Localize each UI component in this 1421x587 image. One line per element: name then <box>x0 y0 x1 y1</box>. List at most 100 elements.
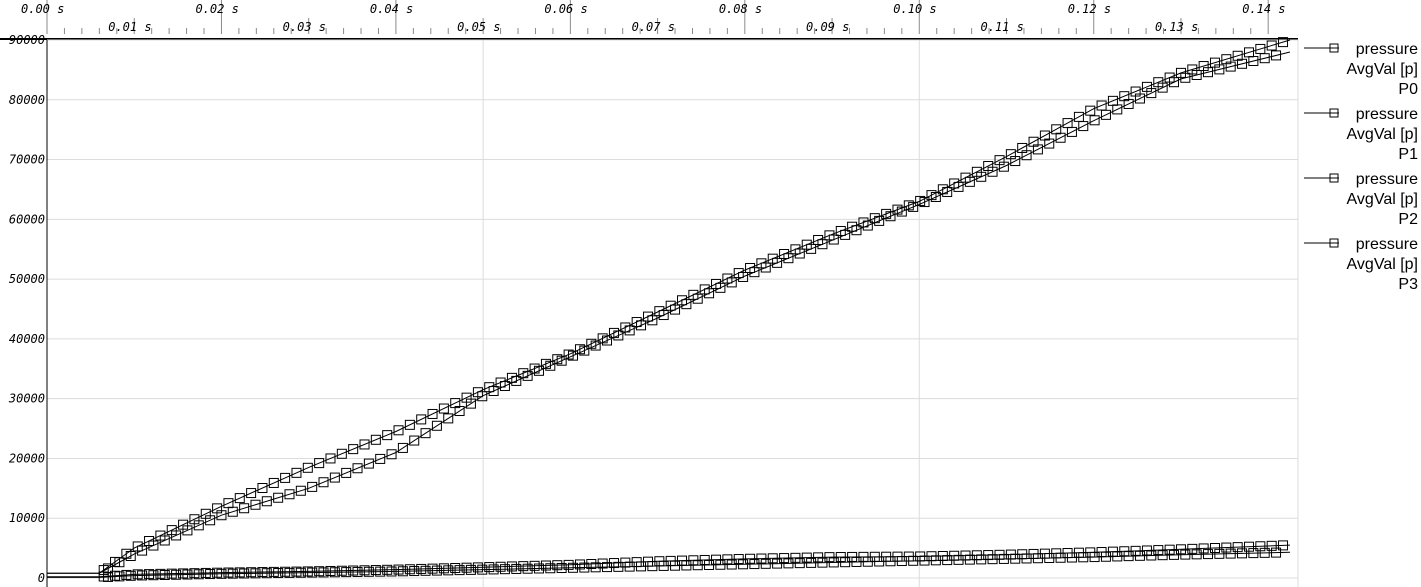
data-point-marker <box>280 472 291 483</box>
data-point-marker <box>1157 550 1168 561</box>
data-point-marker <box>397 566 408 577</box>
data-point-marker <box>908 555 919 566</box>
data-point-marker <box>382 430 393 441</box>
data-point-marker <box>1271 50 1282 61</box>
data-point-marker <box>1237 548 1248 559</box>
data-point-marker <box>681 299 692 310</box>
data-point-marker <box>1021 553 1032 564</box>
data-point-marker <box>227 506 238 517</box>
data-point-marker <box>624 561 635 572</box>
data-point-marker <box>1010 156 1021 167</box>
data-point-marker <box>749 559 760 570</box>
x-tick-label: 0.12 s <box>1068 2 1111 16</box>
x-tick-label: 0.08 s <box>719 2 762 16</box>
data-point-marker <box>1248 548 1259 559</box>
data-point-marker <box>1191 549 1202 560</box>
y-tick-label: 0 <box>38 571 45 585</box>
data-point-marker <box>533 365 544 376</box>
data-point-marker <box>760 558 771 569</box>
data-point-marker <box>862 220 873 231</box>
data-point-marker <box>314 458 325 469</box>
data-point-marker <box>454 406 465 417</box>
data-point-marker <box>352 566 363 577</box>
data-point-marker <box>182 525 193 536</box>
data-point-marker <box>386 449 397 460</box>
legend-label: pressure <box>1356 236 1418 253</box>
data-point-marker <box>964 176 975 187</box>
data-point-marker <box>499 380 510 391</box>
data-point-marker <box>783 253 794 264</box>
data-point-marker <box>1214 548 1225 559</box>
legend-marker-swatch <box>1329 108 1339 118</box>
y-tick-label: 80000 <box>9 93 45 107</box>
x-tick-label: 0.14 s <box>1242 2 1285 16</box>
data-point-marker <box>840 229 851 240</box>
data-point-marker <box>1225 548 1236 559</box>
data-point-marker <box>885 211 896 222</box>
data-point-marker <box>318 567 329 578</box>
data-point-marker <box>874 215 885 226</box>
data-point-marker <box>420 428 431 439</box>
data-point-marker <box>896 556 907 567</box>
data-point-marker <box>1123 98 1134 109</box>
data-point-marker <box>307 481 318 492</box>
data-point-marker <box>726 277 737 288</box>
data-point-marker <box>806 557 817 568</box>
data-point-marker <box>590 562 601 573</box>
data-point-marker <box>1278 37 1289 48</box>
data-point-marker <box>987 554 998 565</box>
data-point-marker <box>874 556 885 567</box>
data-point-marker <box>114 557 125 568</box>
data-point-marker <box>1157 82 1168 93</box>
data-point-marker <box>295 567 306 578</box>
data-point-marker <box>738 559 749 570</box>
data-point-marker <box>148 540 159 551</box>
data-point-marker <box>511 563 522 574</box>
data-point-marker <box>567 562 578 573</box>
data-point-marker <box>1203 549 1214 560</box>
data-point-marker <box>159 569 170 580</box>
data-point-marker <box>1168 77 1179 88</box>
y-tick-label: 30000 <box>8 392 45 406</box>
time-ruler[interactable]: 0.00 s 0.01 s 0.02 s 0.03 s 0.04 s 0.05 s 0.06… <box>21 0 1286 34</box>
data-point-marker <box>726 559 737 570</box>
data-point-marker <box>579 345 590 356</box>
data-point-marker <box>522 370 533 381</box>
data-point-marker <box>1146 88 1157 99</box>
data-point-marker <box>1055 132 1066 143</box>
data-point-marker <box>443 413 454 424</box>
data-point-marker <box>556 563 567 574</box>
data-point-marker <box>182 569 193 580</box>
data-point-marker <box>148 570 159 581</box>
data-point-marker <box>1123 551 1134 562</box>
data-point-marker <box>1055 552 1066 563</box>
data-point-marker <box>193 520 204 531</box>
data-point-marker <box>1259 53 1270 64</box>
data-point-marker <box>216 568 227 579</box>
data-point-marker <box>329 567 340 578</box>
plot-area[interactable]: 0 10000 20000 30000 40000 50000 60000 70000 8000… <box>8 33 1299 587</box>
data-point-marker <box>1146 550 1157 561</box>
data-point-marker <box>137 545 148 556</box>
data-point-marker <box>1078 552 1089 563</box>
data-point-marker <box>1214 64 1225 75</box>
data-point-marker <box>613 561 624 572</box>
data-point-marker <box>919 197 930 208</box>
legend-item: pressure AvgVal [p] P2 <box>1304 171 1418 228</box>
legend-marker-swatch <box>1329 238 1339 248</box>
data-point-marker <box>590 340 601 351</box>
series-1 <box>47 50 1291 574</box>
data-point-marker <box>234 493 245 504</box>
data-point-marker <box>828 234 839 245</box>
data-point-marker <box>291 467 302 478</box>
data-point-marker <box>114 571 125 582</box>
data-point-marker <box>1180 549 1191 560</box>
data-point-marker <box>896 206 907 217</box>
legend-label: P3 <box>1398 276 1418 293</box>
data-point-marker <box>205 569 216 580</box>
series-0 <box>47 37 1291 576</box>
data-point-marker <box>1134 550 1145 561</box>
data-point-marker <box>1032 553 1043 564</box>
data-point-marker <box>1248 55 1259 66</box>
data-point-marker <box>341 567 352 578</box>
